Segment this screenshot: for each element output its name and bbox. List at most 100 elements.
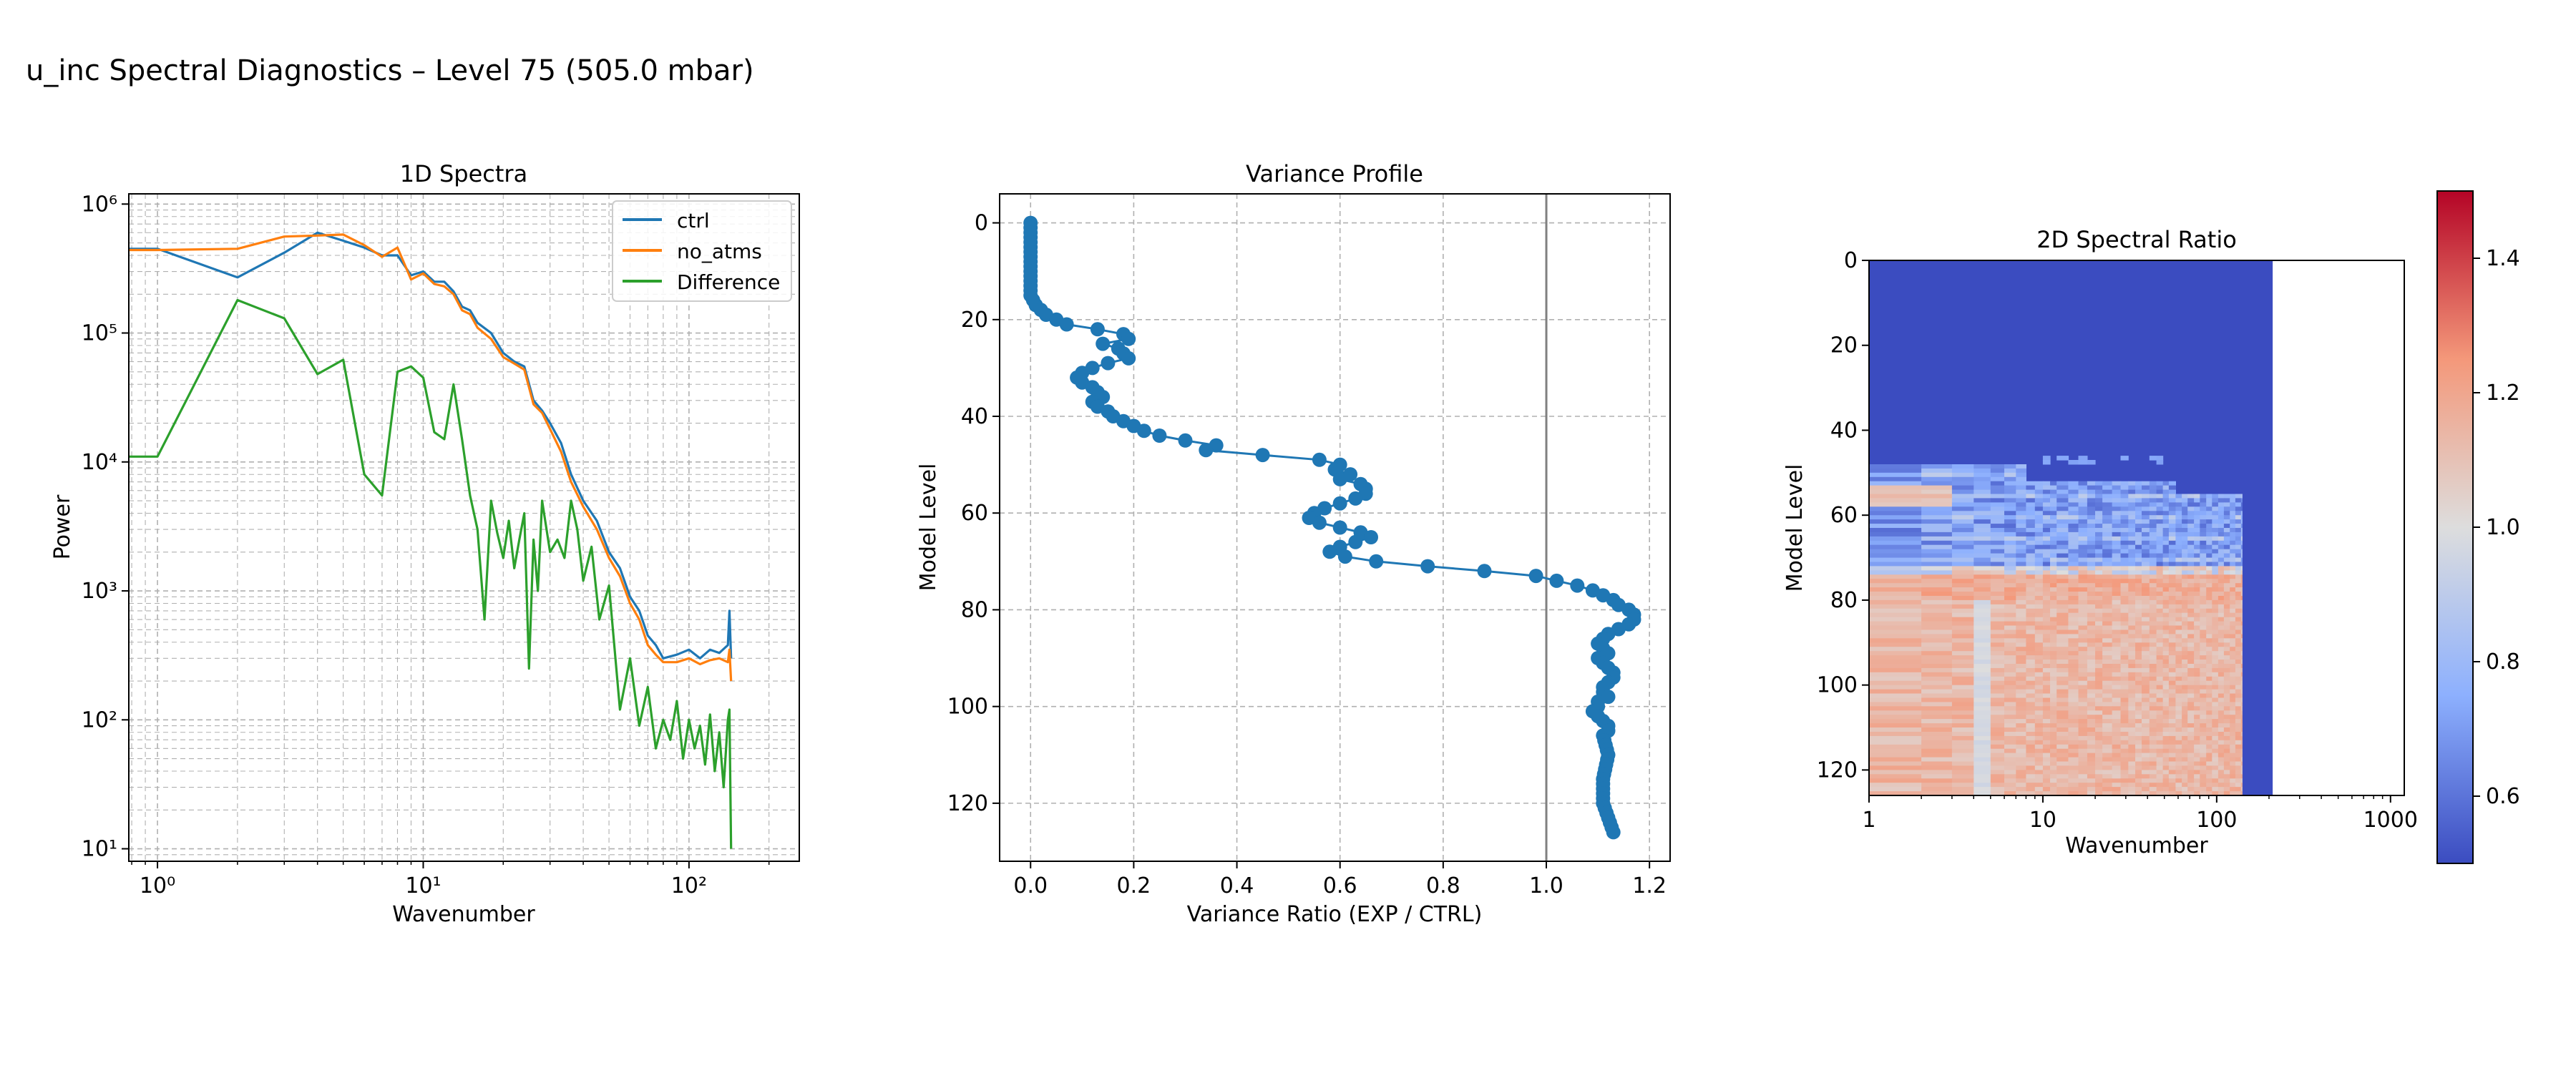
heatmap-cell [2156, 629, 2164, 635]
heatmap-cell [2016, 485, 2026, 491]
heatmap-cell [2206, 531, 2212, 537]
heatmap-cell [2182, 494, 2188, 499]
spectra-lines [129, 231, 733, 849]
heatmap-cell [1951, 485, 1974, 491]
heatmap-cell [2168, 655, 2176, 660]
heatmap-cell [2156, 549, 2164, 554]
heatmap-cell [2218, 524, 2225, 529]
heatmap-cell [1921, 757, 1953, 763]
heatmap-cell [1951, 519, 1974, 524]
heatmap-cell [2068, 783, 2079, 788]
heatmap-cell [2212, 693, 2219, 698]
heatmap-cell [2120, 536, 2129, 542]
heatmap-cell [2194, 608, 2200, 614]
heatmap-cell [2057, 562, 2069, 567]
heatmap-cell [2135, 625, 2142, 630]
heatmap-cell [2175, 715, 2182, 720]
heatmap-cell [2034, 612, 2044, 618]
heatmap-cell [2187, 544, 2195, 550]
heatmap-cell [1974, 791, 1991, 795]
heatmap-cell [1869, 608, 1922, 614]
heatmap-cell [2095, 540, 2103, 546]
heatmap-cell [2156, 485, 2164, 491]
heatmap-cell [2206, 536, 2212, 542]
heatmap-cell [2168, 685, 2176, 690]
heatmap-cell [1951, 719, 1974, 724]
heatmap-cell [2223, 511, 2230, 516]
heatmap-cell [2142, 735, 2150, 741]
heatmap-cell [2004, 676, 2016, 682]
heatmap-cell [2078, 783, 2088, 788]
heatmap-cell [2187, 676, 2195, 682]
heatmap-cell [2149, 579, 2157, 584]
y-tick-label: 10⁵ [82, 321, 117, 346]
heatmap-cell [2156, 511, 2164, 516]
heatmap-cell [2142, 612, 2150, 618]
heatmap-cell [2135, 680, 2142, 686]
heatmap-cell [1869, 481, 1922, 486]
heatmap-cell [2206, 621, 2212, 627]
heatmap-cell [2042, 592, 2051, 597]
heatmap-cell [2223, 697, 2230, 702]
heatmap-cell [2142, 676, 2150, 682]
heatmap-cell [2149, 667, 2157, 673]
heatmap-cell [2218, 706, 2225, 711]
heatmap-cell [2187, 697, 2195, 702]
heatmap-cell [2156, 566, 2164, 571]
heatmap-cell [2187, 727, 2195, 733]
heatmap-cell [2156, 544, 2164, 550]
heatmap-cell [2034, 740, 2044, 745]
heatmap-cell [2135, 672, 2142, 677]
heatmap-cell [2016, 587, 2026, 592]
heatmap-cell [2230, 583, 2236, 588]
heatmap-cell [2120, 629, 2129, 635]
heatmap-cell [2095, 651, 2103, 656]
heatmap-cell [2135, 502, 2142, 507]
heatmap-cell [2042, 676, 2051, 682]
heatmap-cell [1974, 583, 1991, 588]
heatmap-cell [2194, 655, 2200, 660]
heatmap-cell [2212, 672, 2219, 677]
heatmap-cell [2068, 655, 2079, 660]
heatmap-cell [1869, 592, 1922, 597]
heatmap-cell [2187, 642, 2195, 647]
heatmap-cell [2050, 642, 2057, 647]
heatmap-cell [1990, 583, 2005, 588]
heatmap-cell [2235, 761, 2242, 766]
spectra-ylabel: Power [50, 494, 75, 559]
heatmap-cell [2156, 599, 2164, 605]
heatmap-cell [2128, 770, 2136, 775]
heatmap-cell [1869, 549, 1922, 554]
heatmap-cell [2240, 655, 2243, 660]
heatmap-cell [2218, 544, 2225, 550]
heatmap-cell [2149, 693, 2157, 698]
heatmap-cell [2175, 511, 2182, 516]
heatmap-cell [2050, 680, 2057, 686]
heatmap-cell [2135, 783, 2142, 788]
heatmap-cell [2057, 710, 2069, 715]
heatmap-cell [2050, 719, 2057, 724]
heatmap-cell [2068, 506, 2079, 511]
heatmap-cell [2004, 608, 2016, 614]
heatmap-cell [2200, 625, 2207, 630]
heatmap-cell [2078, 676, 2088, 682]
heatmap-cell [1869, 498, 1922, 503]
heatmap-cell [2194, 719, 2200, 724]
heatmap-cell [2206, 592, 2212, 597]
heatmap-cell [2004, 481, 2016, 486]
heatmap-cell [2182, 642, 2188, 647]
heatmap-cell [2042, 647, 2051, 652]
heatmap-cell [2050, 536, 2057, 542]
heatmap-cell [2230, 579, 2236, 584]
heatmap-cell [2128, 732, 2136, 737]
heatmap-cell [2034, 629, 2044, 635]
heatmap-cell [2235, 574, 2242, 579]
heatmap-cell [1974, 536, 1991, 542]
heatmap-cell [2187, 748, 2195, 754]
heatmap-cell [2235, 629, 2242, 635]
heatmap-cell [2212, 676, 2219, 682]
heatmap-cell [2162, 634, 2170, 639]
heatmap-cell [2142, 506, 2150, 511]
heatmap-cell [2149, 485, 2157, 491]
heatmap-cell [2095, 515, 2103, 520]
